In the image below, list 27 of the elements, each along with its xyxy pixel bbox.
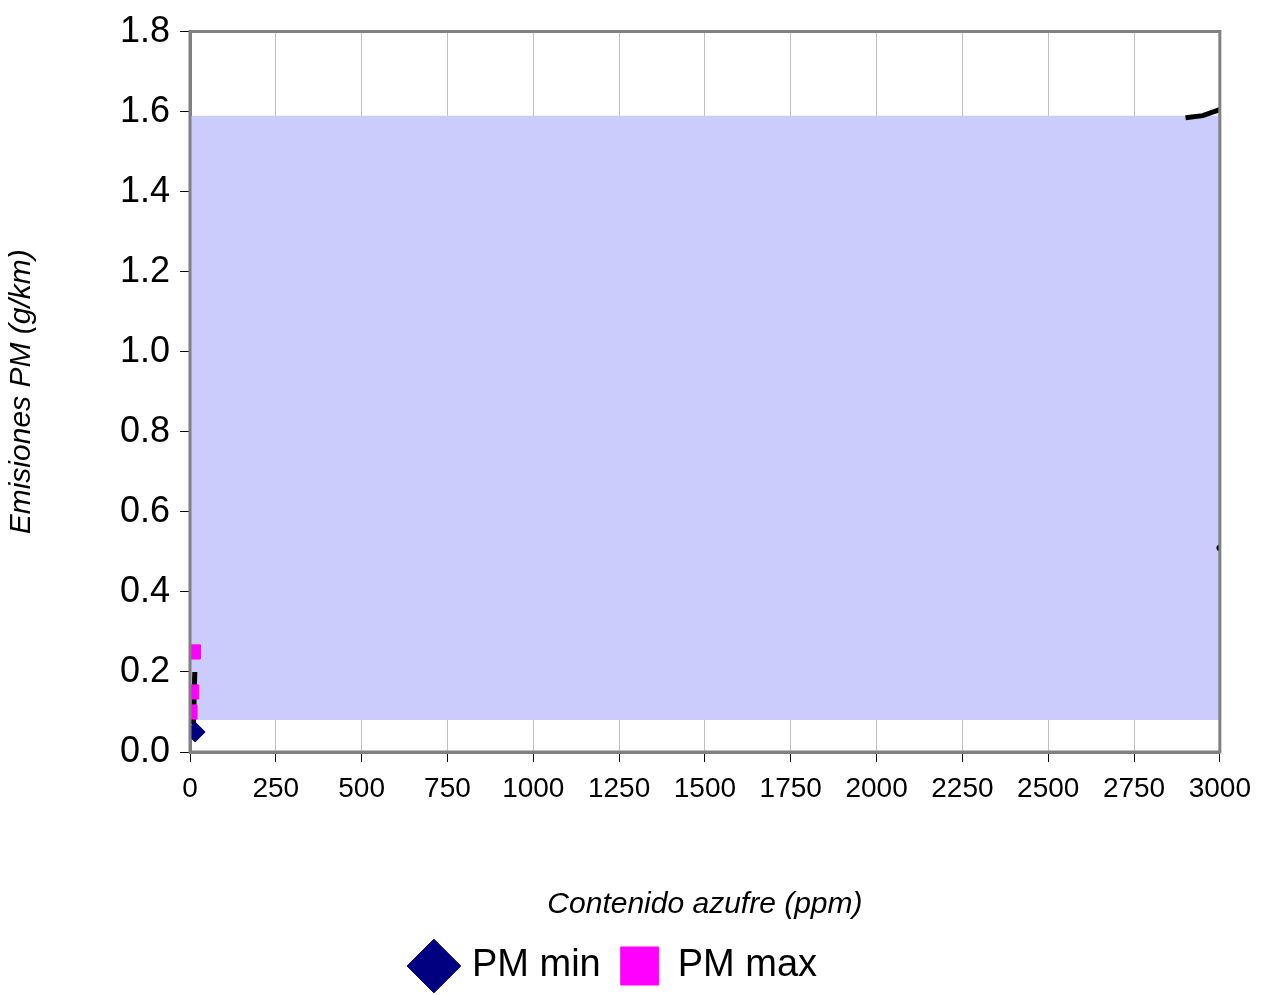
x-tick-label: 0 [182,771,198,803]
x-axis-title: Contenido azufre (ppm) [547,886,863,920]
y-tick-label: 1.0 [119,328,170,370]
y-tick-label: 0.2 [119,648,170,690]
x-tick-label: 250 [252,771,300,803]
x-tick-label: 1500 [673,771,737,803]
y-tick-label: 1.6 [119,88,170,130]
x-tick-label: 500 [338,771,385,803]
x-tick-label: 1750 [759,771,822,803]
y-axis-title: Emisiones PM (g/km) [3,249,37,535]
y-tick-label: 0.0 [119,728,170,770]
y-tick-label: 1.4 [119,168,170,210]
x-tick-label: 3000 [1188,771,1251,803]
legend-label: PM max [677,942,818,985]
legend-label: PM min [471,942,601,985]
y-tick-label: 0.8 [119,408,170,450]
y-tick-label: 0.4 [119,568,170,610]
x-tick-label: 2750 [1102,771,1166,803]
x-tick-label: 1250 [587,771,651,803]
x-tick-label: 750 [424,771,471,803]
y-tick-label: 1.8 [119,8,170,50]
y-tick-label: 0.6 [119,488,170,530]
x-tick-label: 2000 [845,771,908,803]
y-tick-label: 1.2 [119,248,170,290]
x-tick-label: 2250 [931,771,994,803]
x-tick-label: 2500 [1017,771,1080,803]
x-tick-label: 1000 [502,771,565,803]
